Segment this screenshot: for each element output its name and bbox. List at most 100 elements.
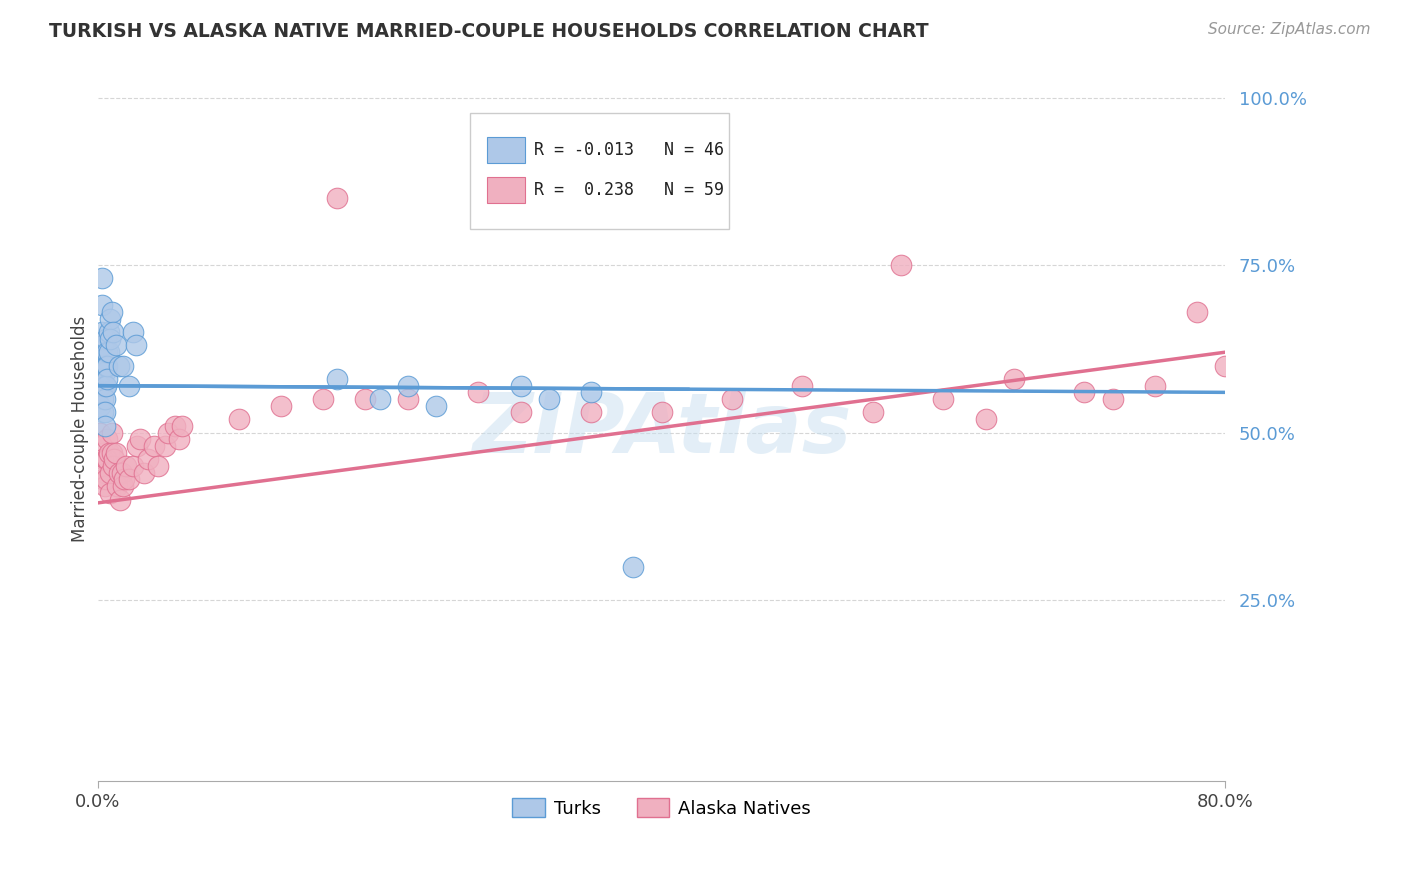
Point: [97, 445, 120, 459]
Point: [1143, 378, 1166, 392]
Point: [169, 432, 191, 446]
Point: [91, 365, 114, 379]
Point: [862, 405, 884, 419]
Point: [396, 392, 419, 406]
Point: [90, 372, 112, 386]
Point: [91, 452, 114, 467]
Point: [326, 191, 349, 205]
Text: R =  0.238   N = 59: R = 0.238 N = 59: [534, 181, 724, 199]
Point: [270, 399, 292, 413]
Point: [111, 479, 134, 493]
Point: [96, 345, 118, 359]
Point: [157, 425, 180, 440]
Point: [792, 378, 814, 392]
Point: [91, 378, 114, 392]
Point: [94, 378, 117, 392]
Point: [537, 392, 560, 406]
Point: [1073, 385, 1095, 400]
Point: [396, 378, 419, 392]
Point: [107, 466, 129, 480]
Point: [890, 258, 912, 272]
Point: [93, 359, 115, 373]
FancyBboxPatch shape: [486, 137, 524, 162]
Point: [155, 439, 177, 453]
Point: [104, 445, 127, 459]
Point: [148, 459, 170, 474]
Point: [121, 459, 143, 474]
Point: [107, 359, 129, 373]
Point: [112, 473, 135, 487]
Point: [650, 405, 672, 419]
Point: [143, 439, 166, 453]
Text: ZIPAtlas: ZIPAtlas: [472, 389, 851, 470]
Point: [96, 432, 118, 446]
Point: [114, 459, 136, 474]
Point: [89, 399, 111, 413]
Point: [1002, 372, 1025, 386]
Point: [1187, 305, 1209, 319]
Point: [579, 385, 602, 400]
Point: [101, 325, 124, 339]
Point: [89, 425, 111, 440]
FancyBboxPatch shape: [470, 112, 730, 228]
Point: [117, 378, 139, 392]
Point: [94, 359, 117, 373]
Point: [132, 466, 155, 480]
Point: [93, 392, 115, 406]
Point: [93, 479, 115, 493]
Point: [104, 338, 127, 352]
Point: [93, 418, 115, 433]
Y-axis label: Married-couple Households: Married-couple Households: [72, 316, 89, 542]
Point: [1215, 359, 1237, 373]
Point: [96, 359, 118, 373]
Point: [425, 399, 447, 413]
Text: R = -0.013   N = 46: R = -0.013 N = 46: [534, 141, 724, 159]
Point: [93, 378, 115, 392]
Point: [721, 392, 744, 406]
Point: [100, 425, 122, 440]
Point: [94, 332, 117, 346]
Point: [91, 405, 114, 419]
Point: [110, 466, 132, 480]
Point: [579, 405, 602, 419]
Point: [117, 473, 139, 487]
Point: [165, 418, 187, 433]
Legend: Turks, Alaska Natives: Turks, Alaska Natives: [505, 791, 818, 825]
Point: [97, 325, 120, 339]
Point: [124, 338, 146, 352]
Point: [96, 452, 118, 467]
Point: [96, 372, 118, 386]
Point: [98, 466, 121, 480]
Point: [91, 338, 114, 352]
Point: [89, 378, 111, 392]
Point: [974, 412, 997, 426]
Point: [467, 385, 489, 400]
Point: [100, 445, 122, 459]
Point: [509, 405, 531, 419]
Point: [98, 486, 121, 500]
Point: [105, 479, 128, 493]
Point: [121, 325, 143, 339]
Point: [108, 492, 131, 507]
Point: [98, 311, 121, 326]
Point: [1101, 392, 1123, 406]
Point: [509, 378, 531, 392]
Text: TURKISH VS ALASKA NATIVE MARRIED-COUPLE HOUSEHOLDS CORRELATION CHART: TURKISH VS ALASKA NATIVE MARRIED-COUPLE …: [49, 22, 929, 41]
Point: [136, 452, 159, 467]
Point: [326, 372, 349, 386]
Point: [98, 332, 121, 346]
Point: [91, 351, 114, 366]
Point: [93, 365, 115, 379]
Point: [172, 418, 194, 433]
Point: [101, 459, 124, 474]
Point: [368, 392, 391, 406]
Point: [621, 559, 644, 574]
Point: [90, 439, 112, 453]
Point: [125, 439, 148, 453]
Point: [90, 325, 112, 339]
Point: [93, 466, 115, 480]
Point: [90, 298, 112, 312]
Point: [312, 392, 335, 406]
Point: [228, 412, 250, 426]
Point: [128, 432, 150, 446]
